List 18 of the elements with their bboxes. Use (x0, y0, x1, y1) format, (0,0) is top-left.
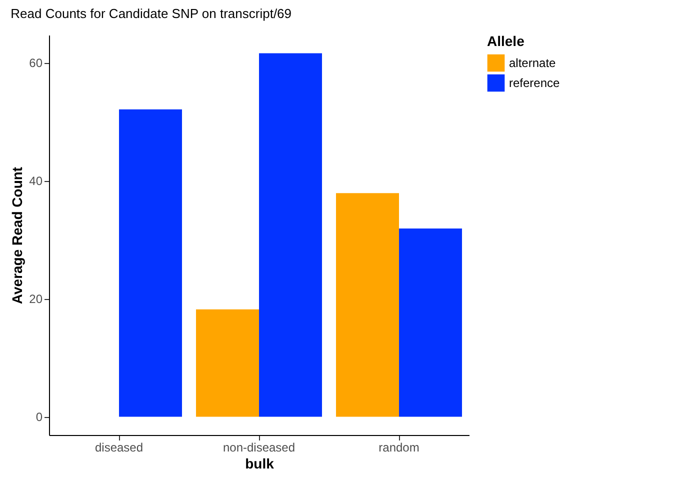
y-tick-label: 20 (29, 292, 43, 306)
bar (259, 53, 322, 417)
legend-label: reference (509, 76, 560, 90)
legend-label: alternate (509, 56, 556, 70)
bar (399, 228, 462, 417)
y-tick-label: 60 (29, 56, 43, 70)
x-tick-label: non-diseased (222, 440, 296, 454)
bar (119, 109, 182, 417)
bar (196, 309, 259, 417)
y-axis-title: Average Read Count (9, 166, 26, 304)
x-axis-title: bulk (245, 456, 274, 472)
x-tick-label: diseased (94, 440, 144, 454)
chart-title: Read Counts for Candidate SNP on transcript/69 (10, 6, 292, 21)
bar (336, 193, 399, 417)
x-tick-label: random (378, 440, 420, 454)
y-tick-label: 0 (36, 410, 43, 424)
legend-title: Allele (487, 33, 525, 49)
y-tick-label: 40 (29, 174, 43, 188)
